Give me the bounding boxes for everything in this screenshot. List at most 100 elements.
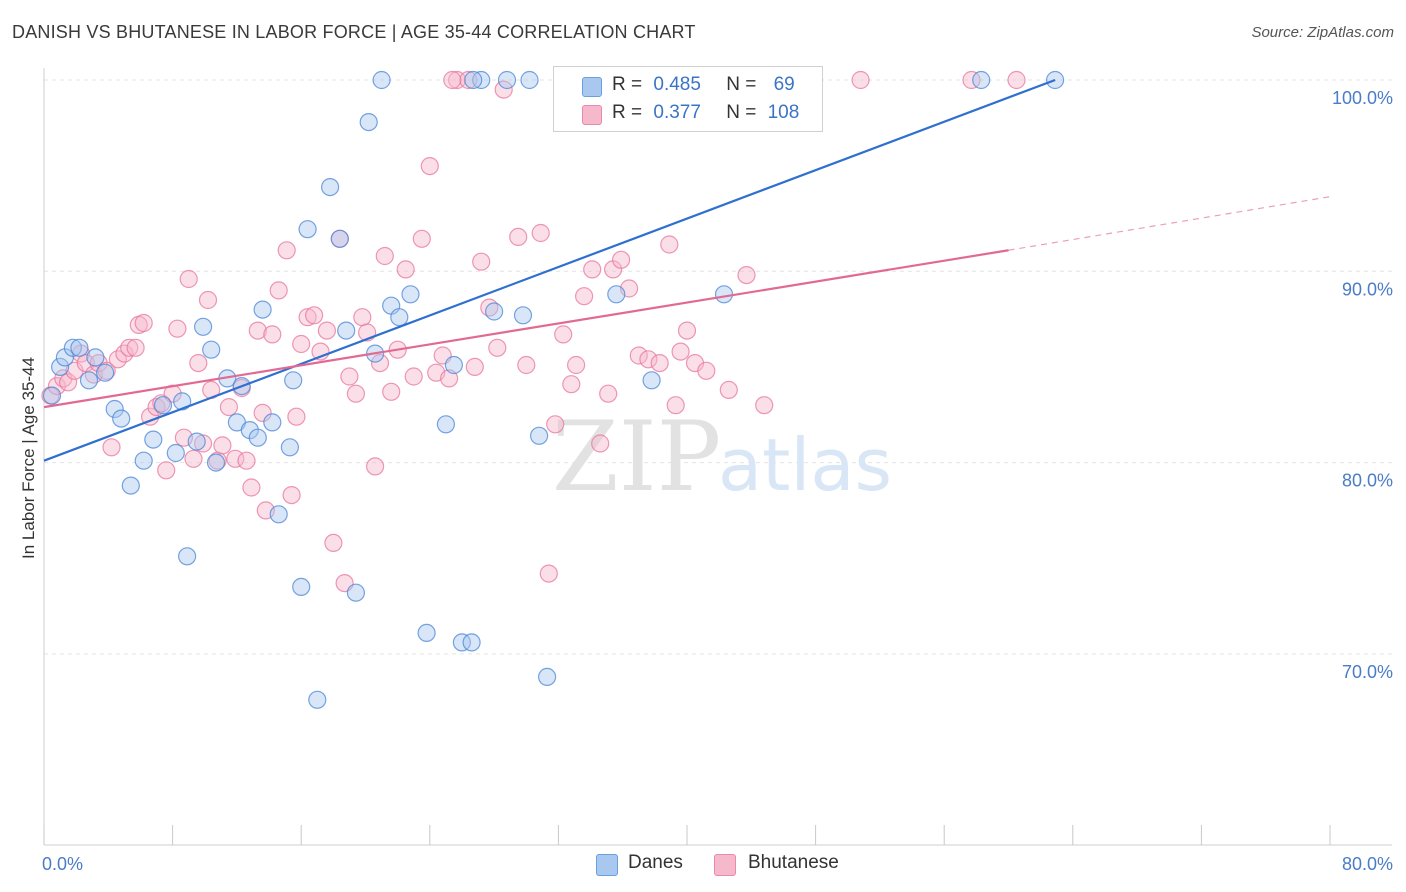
bhutanese-point [574,287,594,306]
danes-trend-line [43,78,1056,462]
watermark-atlas: atlas [718,423,892,507]
bhutanese-point [851,70,870,90]
bhutanese-stats: R = 0.377 N = 108 [612,102,799,124]
bhutanese-point [115,344,134,363]
danes-point [42,386,62,405]
bottom-bhutanese-swatch [714,854,736,876]
bhutanese-point [412,229,431,248]
bhutanese-point [629,346,648,365]
tick-labels: 70.0% 80.0% 90.0% 100.0% 0.0% 80.0% [42,88,1393,874]
bhutanese-trend-extension [1008,196,1331,251]
danes-point [284,371,303,390]
danes-point [337,321,356,340]
bhutanese-swatch [582,105,602,125]
series-danes [42,70,1065,709]
danes-point [330,229,349,248]
danes-point [642,371,661,390]
danes-point [79,371,99,390]
danes-point [121,476,140,495]
bhutanese-point [697,361,716,380]
danes-point [308,690,327,709]
bhutanese-point [277,241,296,260]
bhutanese-point [370,354,390,373]
danes-point [263,413,282,432]
danes-stats: R = 0.485 N = 69 [612,74,795,96]
danes-point [206,453,226,472]
bhutanese-point [660,235,679,254]
bhutanese-point [591,434,610,453]
danes-point [166,443,185,463]
bhutanese-point [219,398,238,417]
bhutanese-point [324,533,343,553]
bhutanese-point [639,350,658,369]
danes-point [248,428,267,447]
bhutanese-point [194,434,213,453]
bhutanese-point [465,357,484,376]
bhutanese-point [287,407,306,426]
bhutanese-point [184,449,203,468]
bhutanese-point [531,223,550,243]
danes-point [529,426,549,445]
y-tick-label: 70.0% [1342,662,1393,682]
danes-point [144,430,163,449]
bhutanese-point [443,70,462,90]
danes-point [134,451,153,470]
danes-point [202,340,221,359]
danes-point [173,392,192,411]
danes-point [401,285,420,304]
bhutanese-point [282,486,301,505]
source-label: Source: ZipAtlas.com [1251,24,1394,41]
bhutanese-point [677,321,697,340]
danes-point [153,396,173,415]
bhutanese-point [396,260,415,279]
bhutanese-point [719,380,738,399]
danes-point [112,409,131,428]
danes-point [298,220,317,239]
bhutanese-point [168,319,187,338]
danes-point [497,70,517,90]
bhutanese-point [269,281,288,300]
bhutanese-point [650,354,669,373]
danes-point [50,357,70,376]
danes-point [187,432,206,451]
series-bhutanese [41,70,1026,593]
danes-point [464,70,483,90]
bhutanese-point [58,373,78,392]
y-axis-label: In Labor Force | Age 35-44 [19,357,38,559]
danes-point [194,317,213,336]
bhutanese-point [242,478,261,497]
bhutanese-point [546,415,565,434]
bhutanese-point [404,367,423,386]
danes-point [714,285,734,304]
bhutanese-point [737,266,756,285]
bhutanese-point [562,375,581,394]
danes-n-value: 69 [773,74,795,95]
y-tick-label: 90.0% [1342,279,1393,299]
danes-point [452,633,471,652]
bhutanese-point [366,457,385,476]
bhutanese-point [1007,70,1026,90]
danes-point [359,112,378,132]
danes-point [390,308,409,327]
bhutanese-point [494,80,513,99]
danes-point [269,505,288,524]
chart-title: DANISH VS BHUTANESE IN LABOR FORCE | AGE… [12,22,696,42]
bhutanese-r-value: 0.377 [653,102,701,123]
bhutanese-point [317,321,336,340]
bhutanese-point [488,338,507,357]
danes-point [520,70,539,90]
bhutanese-point [599,384,618,403]
bhutanese-point [179,269,198,289]
danes-point [321,178,340,197]
danes-point [178,547,197,566]
bhutanese-point [517,355,536,375]
stats-legend: R = 0.485 N = 69 R = 0.377 N = 108 [553,66,823,132]
bhutanese-point [305,306,324,325]
grid [44,79,1392,655]
bhutanese-point [213,436,232,455]
danes-r-value: 0.485 [653,74,701,95]
bhutanese-point [375,246,394,266]
bhutanese-point [962,70,981,90]
bhutanese-point [440,369,459,388]
